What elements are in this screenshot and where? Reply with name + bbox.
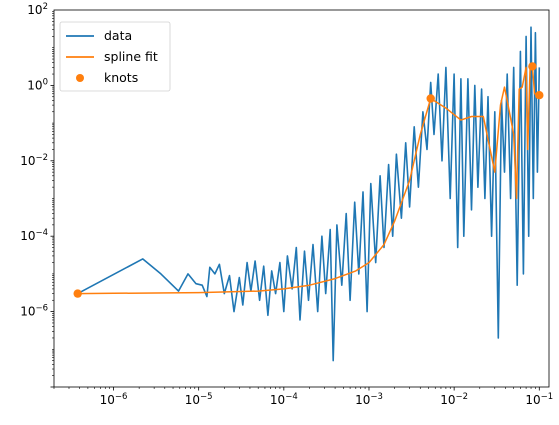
legend-knots-label: knots [104, 70, 138, 85]
y-axis-ticks: 10−6 10−4 10−2 100 102 [20, 2, 54, 388]
knot-point-1 [426, 94, 435, 103]
y-tick-label: 10−2 [20, 153, 48, 168]
legend-knots-swatch [76, 74, 84, 82]
series-data-line [77, 26, 541, 362]
x-tick-label: 10−5 [185, 392, 213, 407]
x-tick-label: 10−2 [440, 392, 468, 407]
x-tick-label: 10−3 [355, 392, 383, 407]
y-tick-label: 100 [27, 77, 48, 92]
x-tick-label: 10−4 [270, 392, 298, 407]
y-tick-label: 102 [27, 2, 48, 17]
x-tick-label: 10−6 [100, 392, 128, 407]
x-tick-label: 10−1 [525, 392, 553, 407]
legend-box [59, 21, 171, 92]
knot-point-2 [528, 62, 537, 71]
series-layer [73, 26, 544, 362]
legend: data spline fit knots [59, 21, 171, 92]
x-axis-ticks: 10−6 10−5 10−4 10−3 10−2 10−1 [53, 387, 553, 407]
knot-point-3 [535, 91, 544, 100]
legend-spline-label: spline fit [104, 49, 158, 64]
knot-point-0 [73, 289, 82, 298]
y-tick-label: 10−6 [20, 304, 48, 319]
series-spline-fit-line [77, 65, 540, 295]
y-tick-label: 10−4 [20, 228, 48, 243]
legend-data-label: data [104, 28, 132, 43]
